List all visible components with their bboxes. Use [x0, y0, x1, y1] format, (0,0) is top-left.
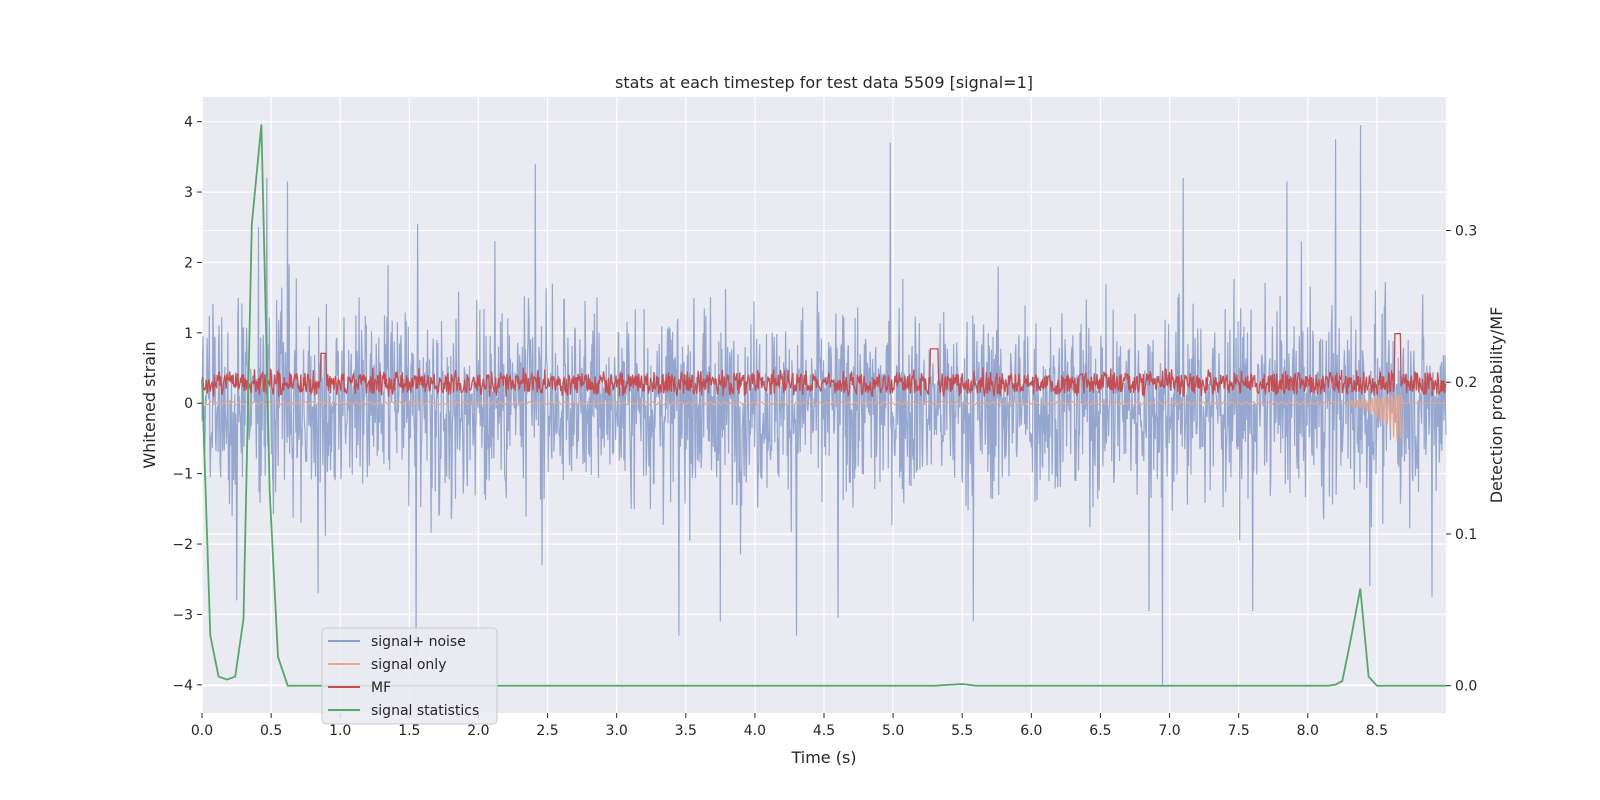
- series-signal-only: [201, 394, 1446, 442]
- legend-label-mf: MF: [371, 680, 391, 696]
- chart-title: stats at each timestep for test data 550…: [615, 73, 1033, 92]
- x-tick-label: 5.5: [951, 723, 973, 739]
- series-signal-statistics: [201, 124, 1446, 687]
- y-tick-label: −4: [172, 678, 193, 694]
- x-tick-label: 2.0: [467, 723, 489, 739]
- x-tick-label: 0.5: [260, 723, 282, 739]
- x-tick-label: 1.0: [329, 723, 351, 739]
- y-tick-label: −1: [172, 467, 193, 483]
- y-axis-label: Whitened strain: [140, 341, 159, 468]
- x-axis-label: Time (s): [790, 748, 856, 767]
- y-tick-label: 3: [184, 185, 193, 201]
- y-tick-label: 4: [184, 115, 193, 131]
- y-axis-right-label: Detection probability/MF: [1487, 307, 1506, 504]
- line-mf: [201, 333, 1447, 398]
- legend-label-signal-only: signal only: [371, 657, 446, 673]
- x-tick-label: 3.5: [675, 723, 697, 739]
- legend-label-signal-noise: signal+ noise: [371, 634, 466, 650]
- x-tick-label: 7.5: [1228, 723, 1250, 739]
- x-tick-label: 3.0: [606, 723, 628, 739]
- series-mf: [201, 333, 1447, 398]
- x-tick-label: 0.0: [191, 723, 213, 739]
- y-right-tick-label: 0.1: [1455, 527, 1477, 543]
- x-tick-label: 6.5: [1089, 723, 1111, 739]
- series-signal-noise: [201, 125, 1447, 685]
- legend: signal+ noise signal only MF signal stat…: [321, 627, 498, 725]
- y-tick-label: −2: [172, 537, 193, 553]
- line-signal-statistics: [201, 124, 1446, 687]
- y-tick-label: 2: [184, 255, 193, 271]
- line-signal-only: [201, 394, 1446, 442]
- x-tick-label: 5.0: [882, 723, 904, 739]
- y-right-tick-label: 0.3: [1455, 224, 1477, 240]
- x-tick-label: 8.0: [1297, 723, 1319, 739]
- x-tick-label: 6.0: [1020, 723, 1042, 739]
- x-tick-label: 1.5: [398, 723, 420, 739]
- y-axis-right-ticks: 0.3 0.2 0.1 0.0: [1446, 224, 1477, 695]
- y-tick-label: 0: [184, 396, 193, 412]
- x-tick-label: 4.0: [744, 723, 766, 739]
- x-tick-label: 2.5: [536, 723, 558, 739]
- legend-label-signal-statistics: signal statistics: [371, 703, 479, 719]
- y-right-tick-label: 0.0: [1455, 679, 1477, 695]
- y-tick-label: 1: [184, 326, 193, 342]
- y-axis-ticks: 4 3 2 1 0 −1 −2 −3 −4: [172, 115, 202, 694]
- y-tick-label: −3: [172, 607, 193, 623]
- y-right-tick-label: 0.2: [1455, 375, 1477, 391]
- legend-box: [321, 627, 498, 725]
- x-tick-label: 4.5: [813, 723, 835, 739]
- x-tick-label: 7.0: [1158, 723, 1180, 739]
- x-axis-ticks: 0.0 0.5 1.0 1.5 2.0 2.5 3.0 3.5 4.0 4.5 5.0 5.5 6.0 6…: [191, 713, 1388, 739]
- line-signal-noise: [201, 125, 1447, 685]
- x-tick-label: 8.5: [1366, 723, 1388, 739]
